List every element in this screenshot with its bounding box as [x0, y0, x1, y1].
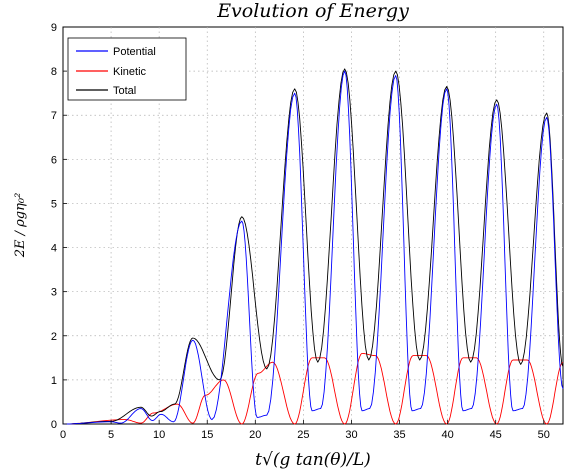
series-line-potential	[63, 70, 564, 425]
legend-label-potential: Potential	[113, 46, 156, 58]
x-tick-label: 20	[249, 429, 261, 441]
legend: Potential Kinetic Total	[67, 37, 187, 101]
y-tick-label: 7	[51, 110, 57, 122]
y-tick-label: 8	[51, 66, 57, 78]
legend-label-kinetic: Kinetic	[113, 66, 147, 78]
x-tick-label: 15	[201, 429, 213, 441]
y-tick-label: 2	[51, 331, 57, 343]
y-tick-label: 5	[51, 198, 57, 210]
y-tick-label: 4	[51, 243, 57, 255]
series-layer	[62, 68, 564, 425]
y-tick-label: 0	[51, 419, 57, 431]
series-line-total	[63, 68, 564, 425]
x-axis-label: t√(g tan(θ)/L)	[255, 450, 371, 470]
y-tick-label: 9	[51, 22, 57, 34]
y-tick-label: 3	[51, 287, 57, 299]
y-tick-label: 6	[51, 154, 57, 166]
y-axis-label: 2E / ρgη₀²	[13, 193, 28, 259]
x-tick-label: 30	[345, 429, 357, 441]
y-tick-label: 1	[51, 375, 57, 387]
x-tick-label: 10	[153, 429, 165, 441]
x-tick-label: 50	[538, 429, 550, 441]
x-tick-label: 40	[441, 429, 453, 441]
x-tick-label: 35	[393, 429, 405, 441]
grid-lines	[63, 27, 563, 424]
x-tick-label: 25	[297, 429, 309, 441]
chart-title: Evolution of Energy	[216, 0, 409, 22]
legend-label-total: Total	[113, 85, 136, 97]
x-tick-label: 5	[108, 429, 114, 441]
x-tick-label: 0	[60, 429, 66, 441]
x-tick-label: 45	[490, 429, 502, 441]
series-line-kinetic	[62, 352, 564, 425]
